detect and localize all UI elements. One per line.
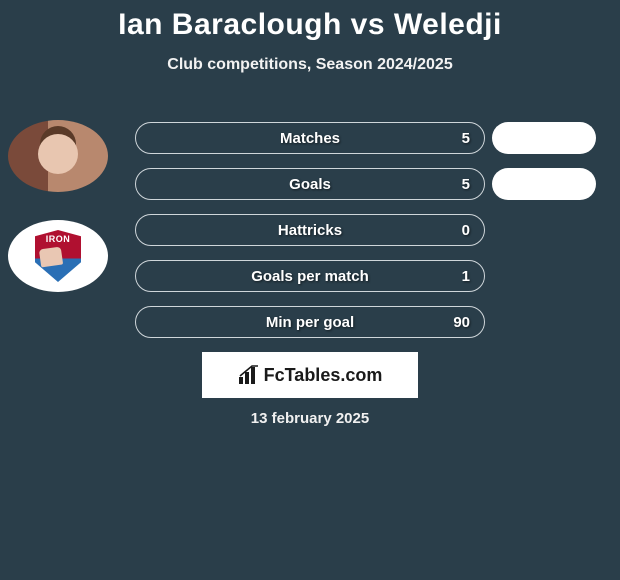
stat-row-matches: Matches 5 xyxy=(135,122,485,154)
stat-label: Hattricks xyxy=(136,222,484,239)
page-title: Ian Baraclough vs Weledji xyxy=(0,0,620,42)
stat-value: 0 xyxy=(462,222,470,239)
stat-label: Goals xyxy=(136,176,484,193)
bars-icon xyxy=(238,365,260,385)
player-photo xyxy=(8,120,108,192)
stat-value: 5 xyxy=(462,176,470,193)
date-line: 13 february 2025 xyxy=(0,410,620,427)
avatar-column xyxy=(8,120,118,320)
right-pills xyxy=(492,122,612,214)
stat-row-goals: Goals 5 xyxy=(135,168,485,200)
brand-box: FcTables.com xyxy=(202,352,418,398)
stat-row-min-per-goal: Min per goal 90 xyxy=(135,306,485,338)
stat-value: 1 xyxy=(462,268,470,285)
subtitle: Club competitions, Season 2024/2025 xyxy=(0,56,620,74)
pill-goals xyxy=(492,168,596,200)
fist-icon xyxy=(39,247,63,268)
stat-row-hattricks: Hattricks 0 xyxy=(135,214,485,246)
stat-label: Min per goal xyxy=(136,314,484,331)
club-badge-inner xyxy=(28,226,88,286)
stats-list: Matches 5 Goals 5 Hattricks 0 Goals per … xyxy=(135,122,485,352)
brand-text: FcTables.com xyxy=(264,365,383,386)
stat-row-goals-per-match: Goals per match 1 xyxy=(135,260,485,292)
club-badge xyxy=(8,220,108,292)
stat-value: 5 xyxy=(462,130,470,147)
pill-matches xyxy=(492,122,596,154)
stat-label: Matches xyxy=(136,130,484,147)
stat-value: 90 xyxy=(453,314,470,331)
stat-label: Goals per match xyxy=(136,268,484,285)
